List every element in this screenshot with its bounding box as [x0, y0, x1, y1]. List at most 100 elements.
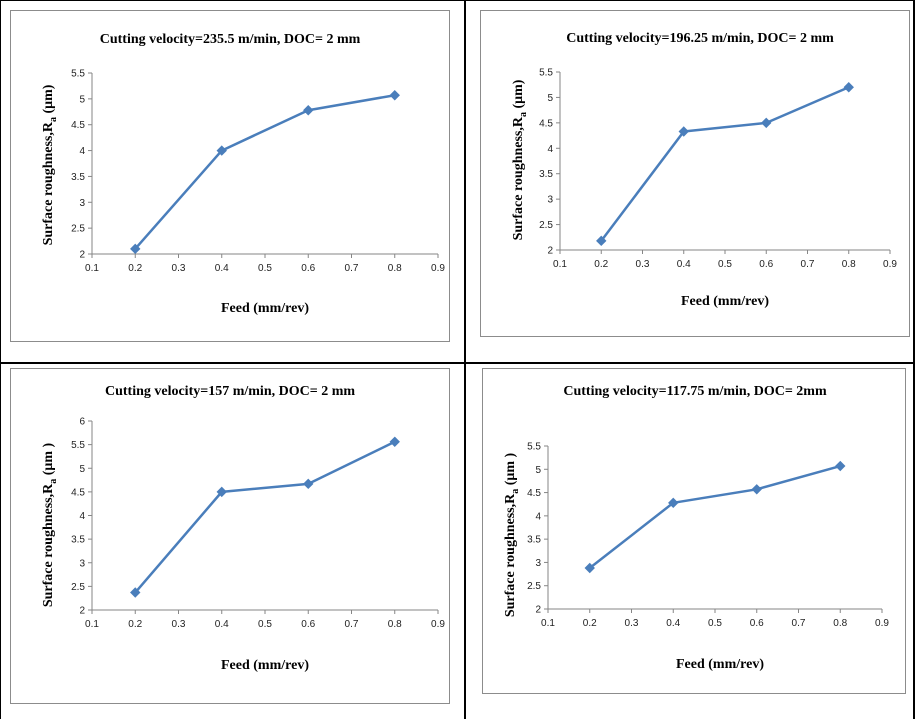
chart-4-y-tick-label: 3: [535, 558, 541, 569]
chart-3-y-tick-label: 2.5: [71, 582, 85, 593]
chart-1-y-tick-label: 3.5: [71, 172, 85, 183]
chart-1-x-tick-label: 0.8: [388, 263, 402, 274]
chart-1-y-axis-label: Surface roughness,Ra (μm): [41, 84, 59, 245]
chart-4-y-tick-label: 3.5: [527, 535, 541, 546]
chart-1-y-tick-label: 5: [79, 94, 85, 105]
table-border-center: [464, 0, 466, 719]
chart-4-x-tick-label: 0.7: [792, 618, 806, 629]
chart-4-y-axis-label: Surface roughness,Ra (μm ): [503, 452, 521, 617]
chart-1-y-tick-label: 4: [79, 146, 85, 157]
chart-4-x-axis-label: Feed (mm/rev): [676, 657, 764, 672]
chart-4-data-point: [835, 460, 846, 472]
chart-1-x-tick-label: 0.5: [258, 263, 272, 274]
chart-2-y-axis-label: Surface roughness,Ra (μm): [511, 79, 529, 240]
chart-2-y-tick-label: 4.5: [539, 118, 553, 129]
chart-1-x-tick-label: 0.3: [172, 263, 186, 274]
table-border-right: [913, 0, 915, 719]
chart-3-y-tick-label: 4.5: [71, 487, 85, 498]
chart-1-series-line: [134, 94, 395, 250]
chart-3-y-tick-label: 3.5: [71, 535, 85, 546]
chart-3-y-tick-label: 4: [79, 511, 85, 522]
chart-2-y-tick-label: 3: [547, 195, 553, 206]
chart-1-x-tick-label: 0.1: [85, 263, 99, 274]
chart-4-y-tick-label: 5.5: [527, 442, 541, 453]
chart-1-x-tick-label: 0.6: [301, 263, 315, 274]
chart-4-y-tick-label: 4: [535, 511, 541, 522]
chart-1-data-point: [130, 243, 141, 255]
chart-4-y-tick-label: 4.5: [527, 488, 541, 499]
chart-2-y-tick-label: 3.5: [539, 169, 553, 180]
chart-3-data-point: [303, 478, 314, 490]
chart-3-x-tick-label: 0.6: [301, 619, 315, 630]
chart-2-x-tick-label: 0.6: [759, 259, 773, 270]
chart-1-y-tick-label: 3: [79, 198, 85, 209]
chart-3-title: Cutting velocity=157 m/min, DOC= 2 mm: [105, 384, 355, 399]
chart-3-x-tick-label: 0.7: [345, 619, 359, 630]
chart-2-x-tick-label: 0.2: [594, 259, 608, 270]
chart-4-x-tick-label: 0.5: [708, 618, 722, 629]
chart-2-y-tick-label: 5.5: [539, 68, 553, 79]
chart-1-y-tick-label: 5.5: [71, 69, 85, 80]
chart-2-x-tick-label: 0.5: [718, 259, 732, 270]
chart-1-y-tick-label: 2: [79, 250, 85, 261]
chart-4-x-tick-label: 0.2: [583, 618, 597, 629]
chart-3-x-axis-label: Feed (mm/rev): [221, 658, 309, 673]
chart-3-data-point: [216, 486, 227, 498]
chart-3-x-tick-label: 0.8: [388, 619, 402, 630]
chart-2-data-point: [678, 126, 689, 137]
chart-1-x-tick-label: 0.9: [431, 263, 445, 274]
chart-3-data-point: [389, 436, 400, 447]
chart-4-x-tick-label: 0.1: [541, 618, 555, 629]
chart-panel-2: [480, 10, 910, 337]
chart-1-title: Cutting velocity=235.5 m/min, DOC= 2 mm: [100, 32, 361, 47]
chart-3-y-axis-label: Surface roughness,Ra (μm ): [41, 442, 59, 607]
chart-2-x-tick-label: 0.3: [636, 259, 650, 270]
chart-1-x-tick-label: 0.4: [215, 263, 229, 274]
chart-4-title: Cutting velocity=117.75 m/min, DOC= 2mm: [563, 384, 827, 399]
chart-1-data-point: [389, 90, 400, 101]
chart-3-y-tick-label: 6: [79, 417, 85, 428]
chart-3-y-tick-label: 5: [79, 464, 85, 475]
chart-4-x-tick-label: 0.3: [625, 618, 639, 629]
chart-2-y-tick-label: 4: [547, 144, 553, 155]
chart-1-x-tick-label: 0.7: [345, 263, 359, 274]
table-border-top: [0, 0, 915, 1]
chart-2-data-point: [761, 117, 772, 129]
chart-2-x-tick-label: 0.9: [883, 259, 897, 270]
chart-1-data-point: [303, 105, 314, 116]
chart-3-y-tick-label: 2: [79, 606, 85, 617]
chart-4-x-tick-label: 0.6: [750, 618, 764, 629]
chart-2-data-point: [596, 235, 607, 247]
chart-2-title: Cutting velocity=196.25 m/min, DOC= 2 mm: [566, 31, 834, 46]
chart-4-x-tick-label: 0.4: [666, 618, 680, 629]
chart-2-x-axis-label: Feed (mm/rev): [681, 294, 769, 309]
chart-3-x-tick-label: 0.5: [258, 619, 272, 630]
chart-1-x-axis-label: Feed (mm/rev): [221, 301, 309, 316]
chart-2-y-tick-label: 5: [547, 93, 553, 104]
chart-4-series-line: [588, 464, 841, 570]
chart-3-y-tick-label: 5.5: [71, 440, 85, 451]
chart-1-x-tick-label: 0.2: [128, 263, 142, 274]
chart-3-y-tick-label: 3: [79, 558, 85, 569]
chart-2-y-tick-label: 2.5: [539, 220, 553, 231]
chart-panel-1: [10, 10, 450, 342]
chart-3-x-tick-label: 0.2: [128, 619, 142, 630]
chart-4-data-point: [668, 497, 679, 509]
chart-2-x-tick-label: 0.4: [677, 259, 691, 270]
chart-2-x-tick-label: 0.1: [553, 259, 567, 270]
chart-2-series-line: [600, 86, 850, 242]
chart-3-x-tick-label: 0.3: [172, 619, 186, 630]
chart-3-x-tick-label: 0.4: [215, 619, 229, 630]
chart-3-data-point: [130, 587, 141, 598]
chart-4-y-tick-label: 2: [535, 605, 541, 616]
chart-panel-4: [482, 368, 906, 694]
chart-2-x-tick-label: 0.7: [801, 259, 815, 270]
chart-panel-3: [10, 368, 450, 704]
chart-4-y-tick-label: 5: [535, 465, 541, 476]
chart-1-data-point: [216, 145, 227, 156]
chart-4-x-tick-label: 0.8: [833, 618, 847, 629]
chart-2-y-tick-label: 2: [547, 246, 553, 257]
chart-1-y-tick-label: 2.5: [71, 224, 85, 235]
